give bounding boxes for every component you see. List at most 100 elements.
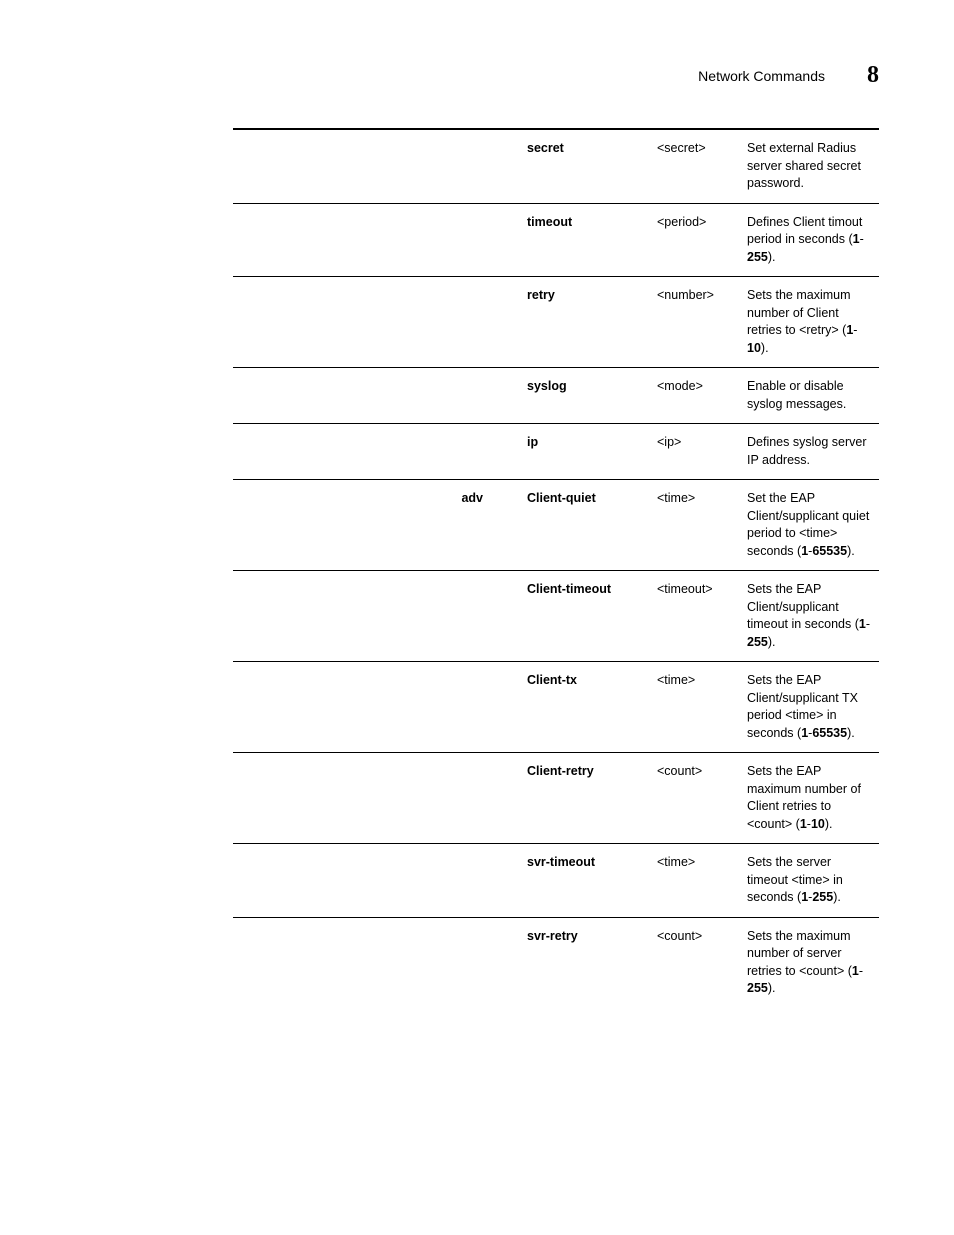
desc-text: 1 <box>800 817 807 831</box>
col-category <box>233 753 523 844</box>
desc-text: ). <box>847 726 855 740</box>
header-chapter-number: 8 <box>867 62 879 89</box>
col-category <box>233 571 523 662</box>
col-command: syslog <box>523 368 653 424</box>
command-name: svr-retry <box>527 929 578 943</box>
col-description: Defines syslog server IP address. <box>743 424 879 480</box>
header-title: Network Commands <box>698 68 825 84</box>
desc-text: - <box>859 964 863 978</box>
desc-text: 1 <box>859 617 866 631</box>
col-param: <time> <box>653 844 743 918</box>
col-description: Sets the EAP Client/supplicant timeout i… <box>743 571 879 662</box>
col-param: <time> <box>653 662 743 753</box>
col-command: svr-timeout <box>523 844 653 918</box>
col-description: Defines Client timout period in seconds … <box>743 203 879 277</box>
desc-text: 255 <box>747 635 768 649</box>
col-description: Sets the maximum number of server retrie… <box>743 917 879 1008</box>
desc-text: ). <box>761 341 769 355</box>
command-name: syslog <box>527 379 567 393</box>
desc-text: 65535 <box>812 726 847 740</box>
col-category <box>233 424 523 480</box>
col-category <box>233 844 523 918</box>
page-header: Network Commands 8 <box>698 62 879 89</box>
desc-text: Sets the maximum number of server retrie… <box>747 929 852 978</box>
desc-text: - <box>866 617 870 631</box>
col-category <box>233 277 523 368</box>
desc-text: Sets the maximum number of Client retrie… <box>747 288 851 337</box>
table-row: retry <number>Sets the maximum number of … <box>233 277 879 368</box>
col-description: Sets the server timeout <time> in second… <box>743 844 879 918</box>
desc-text: ). <box>768 635 776 649</box>
col-command: Client-tx <box>523 662 653 753</box>
desc-text: 65535 <box>812 544 847 558</box>
desc-text: Defines syslog server IP address. <box>747 435 867 467</box>
desc-text: ). <box>825 817 833 831</box>
col-category <box>233 917 523 1008</box>
table-row: syslog <mode>Enable or disable syslog mes… <box>233 368 879 424</box>
command-table: secret <secret>Set external Radius server… <box>233 128 879 1008</box>
table-row: svr-retry <count>Sets the maximum number … <box>233 917 879 1008</box>
col-description: Set the EAP Client/supplicant quiet peri… <box>743 480 879 571</box>
command-name: secret <box>527 141 564 155</box>
desc-text: Set external Radius server shared secret… <box>747 141 861 190</box>
col-command: Client-quiet <box>523 480 653 571</box>
table-row: Client-timeout<timeout>Sets the EAP Clie… <box>233 571 879 662</box>
table-row: timeout <period>Defines Client timout per… <box>233 203 879 277</box>
col-category: adv <box>233 480 523 571</box>
desc-text: ). <box>768 250 776 264</box>
command-name: retry <box>527 288 555 302</box>
desc-text: - <box>860 232 864 246</box>
desc-text: 1 <box>853 232 860 246</box>
command-name: Client-tx <box>527 673 577 687</box>
desc-text: 255 <box>812 890 833 904</box>
desc-text: 1 <box>852 964 859 978</box>
command-name: ip <box>527 435 538 449</box>
command-name: Client-quiet <box>527 491 596 505</box>
col-command: svr-retry <box>523 917 653 1008</box>
desc-text: Sets the EAP Client/supplicant timeout i… <box>747 582 859 631</box>
desc-text: Enable or disable syslog messages. <box>747 379 846 411</box>
table-row: svr-timeout <time>Sets the server timeout… <box>233 844 879 918</box>
col-description: Sets the EAP maximum number of Client re… <box>743 753 879 844</box>
command-name: timeout <box>527 215 572 229</box>
table-row: secret <secret>Set external Radius server… <box>233 129 879 203</box>
col-description: Set external Radius server shared secret… <box>743 129 879 203</box>
col-category <box>233 662 523 753</box>
command-table-wrap: secret <secret>Set external Radius server… <box>233 128 879 1008</box>
col-command: timeout <box>523 203 653 277</box>
col-param: <ip> <box>653 424 743 480</box>
desc-text: - <box>853 323 857 337</box>
col-command: Client-retry <box>523 753 653 844</box>
table-row: ip <ip>Defines syslog server IP address. <box>233 424 879 480</box>
command-name: Client-retry <box>527 764 594 778</box>
col-param: <count> <box>653 917 743 1008</box>
col-param: <secret> <box>653 129 743 203</box>
table-row: adv Client-quiet <time>Set the EAP Client/… <box>233 480 879 571</box>
col-command: ip <box>523 424 653 480</box>
desc-text: Defines Client timout period in seconds … <box>747 215 862 247</box>
col-command: Client-timeout <box>523 571 653 662</box>
col-category <box>233 129 523 203</box>
table-row: Client-retry <count>Sets the EAP maximum … <box>233 753 879 844</box>
command-name: svr-timeout <box>527 855 595 869</box>
col-description: Enable or disable syslog messages. <box>743 368 879 424</box>
desc-text: 255 <box>747 250 768 264</box>
col-description: Sets the maximum number of Client retrie… <box>743 277 879 368</box>
col-param: <time> <box>653 480 743 571</box>
col-category <box>233 368 523 424</box>
col-command: retry <box>523 277 653 368</box>
command-name: Client-timeout <box>527 582 611 596</box>
col-param: <number> <box>653 277 743 368</box>
col-category <box>233 203 523 277</box>
category-label: adv <box>461 491 483 505</box>
col-param: <mode> <box>653 368 743 424</box>
desc-text: 255 <box>747 981 768 995</box>
col-param: <period> <box>653 203 743 277</box>
col-description: Sets the EAP Client/supplicant TX period… <box>743 662 879 753</box>
desc-text: 10 <box>747 341 761 355</box>
col-param: <count> <box>653 753 743 844</box>
desc-text: ). <box>768 981 776 995</box>
col-command: secret <box>523 129 653 203</box>
table-row: Client-tx <time>Sets the EAP Client/suppl… <box>233 662 879 753</box>
desc-text: ). <box>847 544 855 558</box>
